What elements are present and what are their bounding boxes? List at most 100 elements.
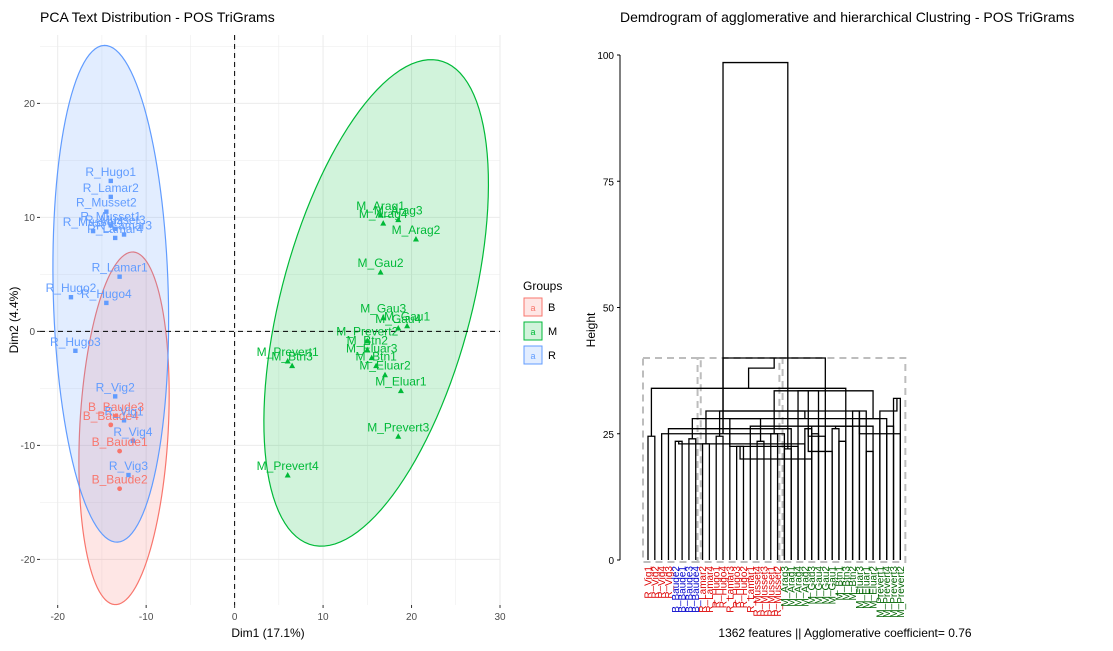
point-label-R_Hugo1: R_Hugo1: [85, 165, 136, 179]
y-tick-label: -20: [21, 555, 36, 566]
dendrogram-link: [811, 433, 820, 560]
point-label-B_Baude2: B_Baude2: [92, 473, 148, 487]
point-B_Baude4: [108, 422, 114, 428]
point-R_Lamar3: [121, 232, 127, 237]
point-label-B_Baude3: B_Baude3: [88, 400, 144, 414]
pca-panel: PCA Text Distribution - POS TriGrams B_B…: [7, 9, 562, 640]
point-label-R_Vig3: R_Vig3: [109, 459, 148, 473]
dendrogram-links: [647, 61, 901, 560]
leaf-label-M_Arag4: M_Arag4: [794, 566, 805, 607]
point-label-M_Arag1: M_Arag1: [356, 199, 405, 213]
point-M_Prevert2: [364, 337, 371, 344]
leaf-label-B_Baude4: B_Baude4: [691, 566, 702, 613]
point-label-M_Prevert4: M_Prevert4: [257, 459, 319, 473]
dendrogram-panel: Demdrogram of agglomerative and hierarch…: [584, 9, 1074, 640]
point-R_Hugo4: [104, 300, 109, 306]
point-label-M_Eluar2: M_Eluar2: [359, 359, 411, 373]
dendrogram-link: [892, 397, 901, 560]
dendrogram-leaf-labels: R_Vig1R_Vig2R_Vig4R_Vig3B_Baude2B_Baude1…: [644, 566, 907, 618]
legend-key-M: [523, 321, 543, 341]
y-tick-label: 75: [603, 177, 615, 188]
y-tick-label: 25: [603, 430, 615, 441]
leaf-label-M_Gau2: M_Gau2: [821, 566, 832, 605]
point-R_Lamar4: [112, 235, 118, 241]
point-label-M_Gau2: M_Gau2: [358, 256, 404, 270]
y-tick-label: 0: [608, 556, 614, 567]
leaf-label-M_Btn2: M_Btn2: [848, 566, 859, 601]
dendrogram-link: [783, 448, 792, 560]
point-label-M_Arag2: M_Arag2: [392, 223, 441, 237]
legend-label-M: M: [548, 326, 557, 338]
dendrogram-link: [650, 387, 847, 560]
leaf-label-R_Hugo3: R_Hugo3: [732, 566, 743, 609]
leaf-label-B_Baude3: B_Baude3: [684, 566, 695, 613]
legend-label-B: B: [548, 302, 555, 314]
dendrogram-link: [807, 390, 833, 560]
pca-title: PCA Text Distribution - POS TriGrams: [40, 9, 275, 25]
leaf-label-M_Eluar2: M_Eluar2: [869, 566, 880, 609]
point-label-M_Prevert1: M_Prevert1: [257, 345, 319, 359]
point-label-R_Vig2: R_Vig2: [96, 380, 135, 394]
point-label-M_Arag4: M_Arag4: [359, 207, 408, 221]
leaf-label-M_Prevert3: M_Prevert3: [889, 566, 900, 618]
point-label-M_Prevert3: M_Prevert3: [367, 420, 429, 434]
leaf-label-R_Vig2: R_Vig2: [650, 566, 661, 599]
leaf-label-R_Vig3: R_Vig3: [664, 566, 675, 599]
dendrogram-caption: 1362 features || Agglomerative coefficie…: [718, 626, 972, 640]
point-M_Arag1: [377, 212, 384, 218]
dendrogram-link: [739, 426, 813, 460]
pca-legend: Groups a Ba Ma R: [523, 279, 562, 365]
dendrogram-link: [831, 428, 840, 560]
leaf-label-M_Arag1: M_Arag1: [787, 566, 798, 607]
dendrogram-link: [718, 410, 806, 437]
leaf-label-R_Hugo4: R_Hugo4: [719, 566, 730, 609]
pca-point-labels: B_Baude1B_Baude2B_Baude3B_Baude4M_Arag1M…: [46, 165, 441, 487]
leaf-label-B_Baude2: B_Baude2: [671, 566, 682, 613]
legend-label-R: R: [548, 350, 556, 362]
confidence-ellipse-R: [52, 44, 170, 543]
point-M_Eluar1: [397, 387, 404, 394]
y-tick-label: 10: [24, 213, 36, 224]
dendrogram-link: [807, 428, 826, 560]
point-M_Arag4: [380, 220, 387, 226]
point-label-M_Eluar3: M_Eluar3: [346, 342, 398, 356]
leaf-label-M_Btn1: M_Btn1: [834, 566, 845, 601]
point-label-R_Lamar4: R_Lamar4: [87, 222, 143, 236]
point-M_Arag2: [412, 236, 419, 242]
point-label-M_Gau1: M_Gau1: [384, 310, 430, 324]
point-R_Hugo1: [108, 178, 113, 184]
leaf-label-B_Baude1: B_Baude1: [678, 566, 689, 613]
point-label-M_Btn2: M_Btn2: [347, 334, 389, 348]
legend-key-glyph: a: [530, 303, 535, 313]
pca-x-ticks: -20 -10 0 10 20 30: [50, 605, 506, 623]
pca-x-axis-label: Dim1 (17.1%): [231, 626, 304, 640]
point-M_Arag3: [395, 216, 402, 223]
leaf-label-R_Musset3: R_Musset3: [759, 566, 770, 617]
cluster-box: [778, 357, 907, 563]
leaf-label-M_Eluar3: M_Eluar3: [855, 566, 866, 609]
point-label-M_Eluar1: M_Eluar1: [375, 375, 427, 389]
x-tick-label: -10: [139, 612, 154, 623]
point-label-M_Arag3: M_Arag3: [374, 204, 423, 218]
dendrogram-link: [770, 433, 779, 560]
confidence-ellipse-B: [78, 251, 170, 606]
leaf-label-R_Musset4: R_Musset4: [753, 566, 764, 617]
point-B_Baude2: [117, 486, 123, 492]
point-R_Musset4: [90, 228, 96, 234]
point-R_Lamar1: [117, 274, 122, 279]
point-M_Eluar2: [382, 371, 388, 378]
leaf-label-M_Gau3: M_Gau3: [807, 566, 818, 605]
point-label-R_Musset2: R_Musset2: [76, 196, 137, 210]
point-M_Gau1: [404, 322, 411, 329]
dendrogram-link: [736, 445, 745, 560]
y-tick-label: -10: [21, 441, 36, 452]
dendrogram-link: [886, 425, 895, 560]
leaf-label-R_Musset2: R_Musset2: [773, 566, 784, 617]
dendrogram-link: [722, 61, 789, 449]
point-label-R_Hugo3: R_Hugo3: [50, 335, 101, 349]
point-R_Vig2: [112, 394, 118, 399]
y-tick-label: 50: [603, 304, 615, 315]
dendrogram-link: [865, 450, 874, 560]
